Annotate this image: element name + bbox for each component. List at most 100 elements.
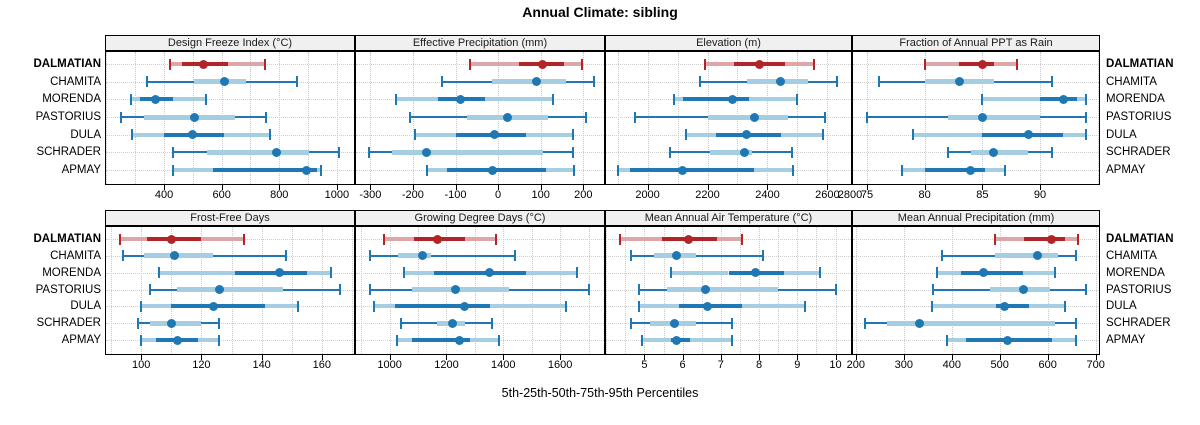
median-dot bbox=[672, 335, 682, 345]
axis-tick-label: 300 bbox=[894, 359, 913, 371]
whisker-cap-low bbox=[699, 76, 702, 88]
whisker-high-segment bbox=[785, 62, 814, 66]
whisker-cap-low bbox=[469, 58, 472, 70]
median-dot bbox=[271, 147, 281, 157]
vertical-gridline bbox=[951, 227, 953, 354]
vertical-gridline bbox=[370, 52, 372, 184]
axis-tick bbox=[455, 185, 457, 190]
median-dot bbox=[670, 318, 680, 328]
vertical-gridline bbox=[171, 227, 173, 354]
horizontal-gridline bbox=[106, 99, 354, 101]
whisker-cap-low bbox=[912, 129, 915, 141]
vertical-gridline bbox=[1040, 52, 1042, 184]
panel bbox=[605, 51, 852, 185]
iqr-band bbox=[947, 114, 1040, 120]
axis-tick bbox=[1040, 185, 1042, 190]
vertical-gridline bbox=[1095, 227, 1097, 354]
median-dot bbox=[502, 112, 512, 122]
whisker-high-segment bbox=[525, 132, 574, 137]
whisker-high-segment bbox=[306, 270, 331, 275]
median-dot bbox=[1046, 234, 1056, 244]
axis-tick-label: 2800 bbox=[837, 189, 863, 201]
whisker-low-segment bbox=[994, 237, 1024, 241]
whisker-cap-high bbox=[498, 334, 501, 346]
whisker-cap-high bbox=[338, 284, 341, 295]
median-dot bbox=[683, 234, 693, 244]
vertical-gridline bbox=[816, 227, 818, 354]
axis-tick-label: 600 bbox=[212, 189, 231, 201]
row-label-right-chamita: CHAMITA bbox=[1106, 249, 1157, 262]
axis-tick-label: 160 bbox=[312, 359, 332, 371]
median-dot bbox=[275, 268, 285, 278]
whisker-high-segment bbox=[201, 237, 244, 241]
axis-tick-label: 75 bbox=[860, 189, 874, 201]
vertical-gridline bbox=[1097, 52, 1099, 184]
iqr-segment bbox=[995, 304, 1029, 309]
row-label-right-apmay: APMAY bbox=[1106, 334, 1146, 346]
vertical-gridline bbox=[291, 227, 293, 354]
axis-tick-label: 10 bbox=[829, 359, 842, 371]
whisker-cap-high bbox=[296, 300, 299, 312]
median-dot bbox=[678, 165, 688, 175]
row-label-left-pastorius: PASTORIUS bbox=[35, 283, 101, 296]
panel-strip: Design Freeze Index (°C) bbox=[105, 35, 355, 51]
axis-tick bbox=[503, 355, 505, 360]
whisker-high-segment bbox=[1076, 97, 1087, 102]
whisker-cap-low bbox=[946, 146, 949, 158]
whisker-line bbox=[369, 254, 515, 257]
whisker-cap-low bbox=[864, 317, 867, 329]
median-dot bbox=[199, 59, 208, 69]
vertical-gridline bbox=[111, 227, 113, 354]
whisker-high-segment bbox=[317, 168, 321, 172]
whisker-high-segment bbox=[1028, 304, 1066, 309]
vertical-gridline bbox=[924, 52, 926, 184]
panel-strip: Elevation (m) bbox=[605, 35, 852, 51]
axis-tick-label: 200 bbox=[574, 189, 593, 201]
whisker-cap-low bbox=[122, 250, 125, 262]
whisker-cap-high bbox=[320, 164, 322, 176]
vertical-gridline bbox=[351, 227, 353, 354]
whisker-high-segment bbox=[485, 97, 554, 102]
whisker-cap-high bbox=[822, 129, 825, 141]
row-label-left-chamita: CHAMITA bbox=[50, 75, 101, 88]
whisker-cap-low bbox=[900, 164, 903, 176]
vertical-gridline bbox=[531, 227, 533, 354]
whisker-high-segment bbox=[690, 338, 733, 342]
whisker-cap-low bbox=[137, 317, 140, 329]
whisker-cap-low bbox=[140, 300, 143, 312]
whisker-cap-high bbox=[823, 111, 826, 123]
axis-tick-label: 100 bbox=[531, 189, 550, 201]
whisker-high-segment bbox=[526, 270, 578, 275]
iqr-band bbox=[709, 149, 752, 155]
median-dot bbox=[954, 77, 964, 87]
row-label-left-morenda: MORENDA bbox=[42, 266, 101, 279]
iqr-band bbox=[177, 287, 283, 292]
whisker-high-segment bbox=[783, 270, 821, 275]
iqr-band bbox=[206, 149, 310, 155]
whisker-cap-high bbox=[573, 164, 576, 176]
whisker-low-segment bbox=[671, 270, 729, 275]
vertical-gridline bbox=[797, 227, 799, 354]
whisker-cap-low bbox=[368, 284, 371, 295]
axis-tick bbox=[982, 185, 984, 190]
whisker-cap-high bbox=[587, 284, 590, 295]
axis-tick bbox=[951, 355, 953, 360]
whisker-high-segment bbox=[1064, 237, 1079, 241]
axis-tick-label: 600 bbox=[1038, 359, 1057, 371]
row-label-right-pastorius: PASTORIUS bbox=[1106, 111, 1172, 123]
median-dot bbox=[172, 335, 182, 345]
median-dot bbox=[672, 251, 682, 261]
vertical-gridline bbox=[250, 52, 252, 184]
whisker-cap-high bbox=[1050, 76, 1053, 88]
whisker-cap-high bbox=[329, 267, 332, 279]
whisker-cap-low bbox=[171, 146, 174, 158]
horizontal-gridline bbox=[853, 99, 1099, 101]
whisker-cap-low bbox=[408, 111, 411, 123]
row-label-right-schrader: SCHRADER bbox=[1106, 146, 1171, 159]
vertical-gridline bbox=[455, 52, 457, 184]
whisker-cap-high bbox=[572, 146, 575, 158]
whisker-cap-high bbox=[1053, 267, 1056, 279]
row-label-left-dalmatian: DALMATIAN bbox=[33, 58, 102, 70]
iqr-segment bbox=[213, 168, 318, 172]
axis-tick-label: 1400 bbox=[491, 359, 516, 371]
